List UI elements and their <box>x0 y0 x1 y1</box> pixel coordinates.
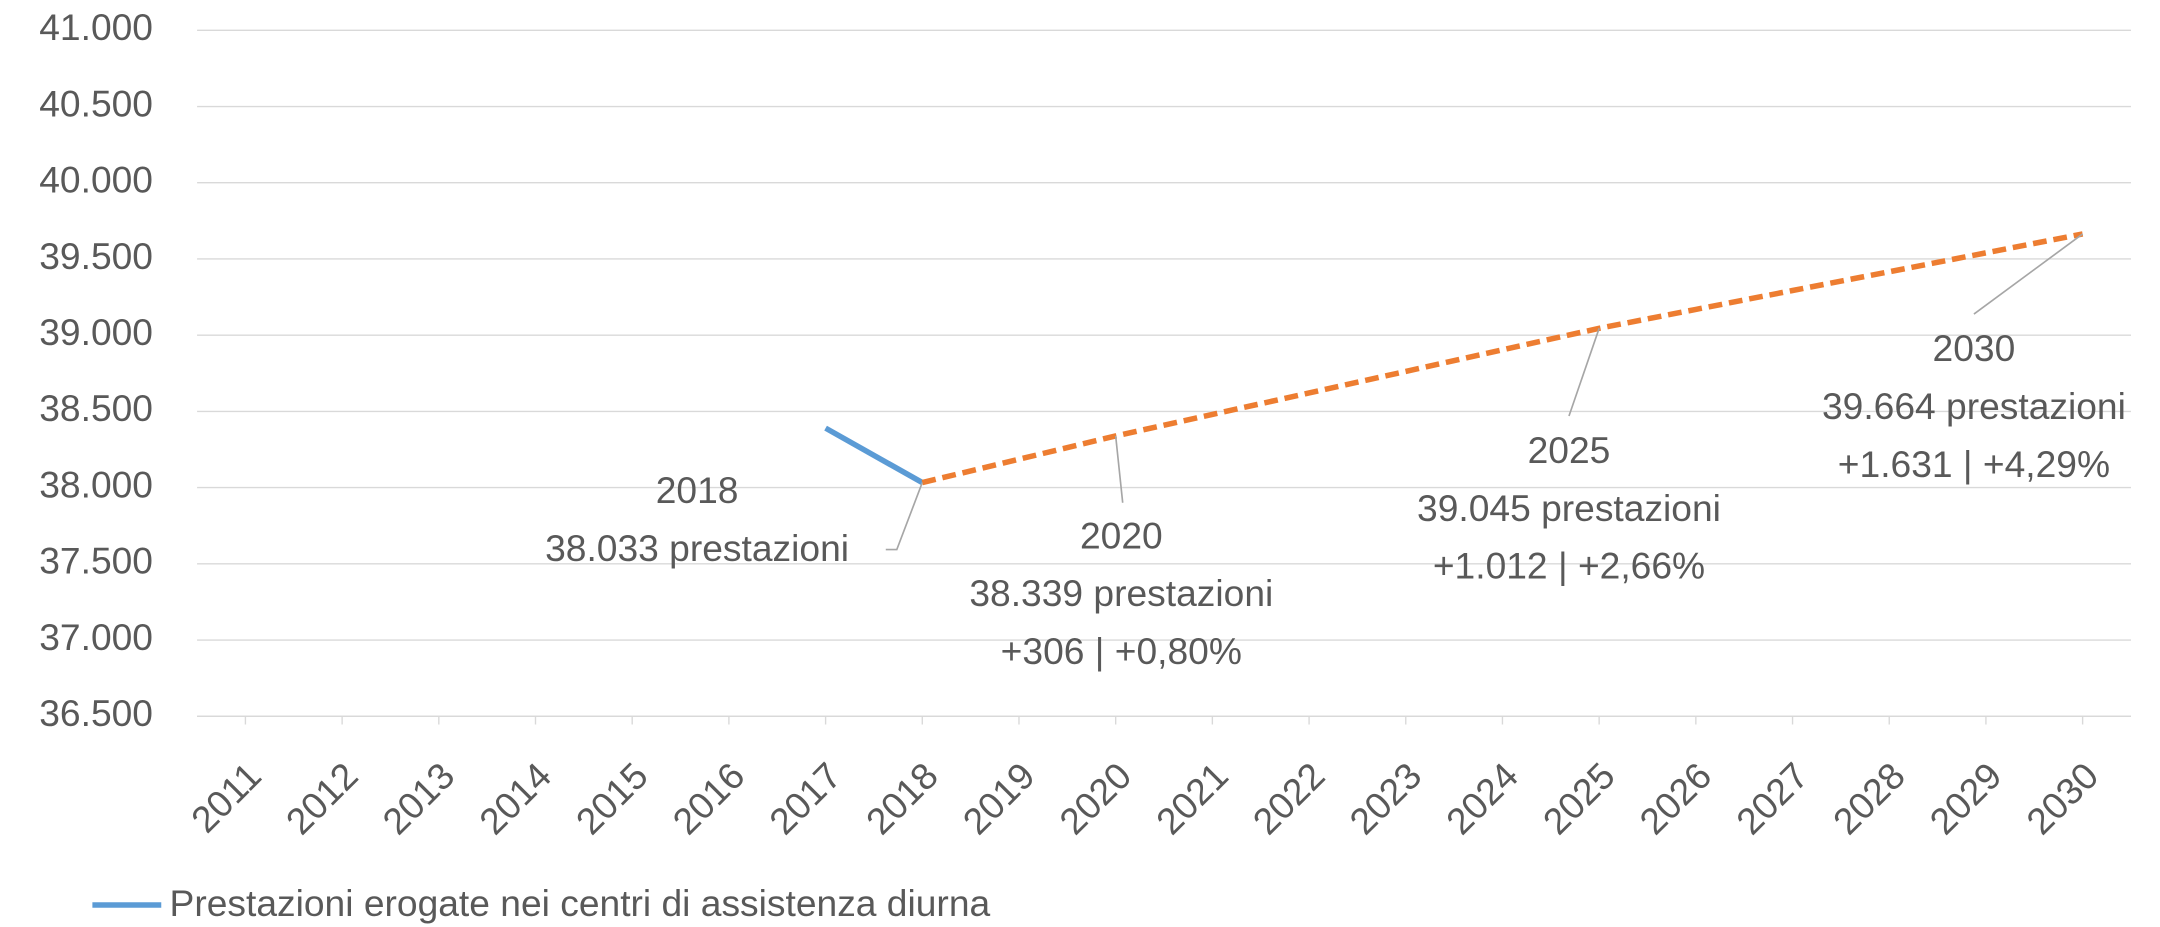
annotation: +1.012 | +2,66% <box>1433 545 1705 587</box>
x-tick-label: 2028 <box>1825 754 1913 842</box>
series-line <box>921 231 2084 486</box>
y-tick-label: 39.000 <box>39 311 153 353</box>
x-tick-label: 2029 <box>1921 754 2009 842</box>
annotation: 2025 <box>1528 429 1611 471</box>
annotation: 2020 <box>1080 514 1163 556</box>
x-tick-label: 2015 <box>568 754 656 842</box>
annotation: 2030 <box>1933 327 2016 369</box>
x-tick-label: 2019 <box>954 754 1042 842</box>
annotation: +1.631 | +4,29% <box>1838 443 2110 485</box>
y-tick-label: 40.500 <box>39 82 153 124</box>
x-tick-label: 2026 <box>1631 754 1719 842</box>
x-tick-label: 2024 <box>1438 754 1526 842</box>
y-tick-label: 38.500 <box>39 387 153 429</box>
x-tick-label: 2012 <box>278 754 366 842</box>
leader-line <box>885 482 924 551</box>
x-tick-label: 2021 <box>1148 754 1236 842</box>
y-tick-label: 38.000 <box>39 463 153 505</box>
annotation: 39.664 prestazioni <box>1822 385 2126 427</box>
x-tick-label: 2011 <box>183 754 269 840</box>
x-tick-label: 2018 <box>858 754 946 842</box>
y-tick-label: 41.000 <box>39 6 153 48</box>
annotation: +306 | +0,80% <box>1001 630 1242 672</box>
x-tick-label: 2023 <box>1341 754 1429 842</box>
x-tick-label: 2016 <box>664 754 752 842</box>
x-tick-label: 2025 <box>1535 754 1623 842</box>
leader-line <box>1973 233 2084 315</box>
x-tick-label: 2020 <box>1051 754 1139 842</box>
y-tick-label: 39.500 <box>39 235 153 277</box>
x-tick-label: 2013 <box>374 754 462 842</box>
y-tick-label: 36.500 <box>39 692 153 734</box>
y-tick-label: 40.000 <box>39 159 153 201</box>
x-tick-label: 2027 <box>1728 754 1816 842</box>
annotation: 39.045 prestazioni <box>1417 487 1721 529</box>
series-line <box>824 425 924 485</box>
annotation: 38.033 prestazioni <box>545 527 849 569</box>
legend-label: Prestazioni erogate nei centri di assist… <box>170 882 991 924</box>
leader-line <box>1568 328 1600 417</box>
y-tick-label: 37.000 <box>39 616 153 658</box>
y-tick-label: 37.500 <box>39 540 153 582</box>
x-tick-label: 2014 <box>471 754 559 842</box>
x-tick-label: 2017 <box>761 754 849 842</box>
x-tick-label: 2030 <box>2018 754 2106 842</box>
annotation: 38.339 prestazioni <box>969 572 1273 614</box>
leader-line <box>1114 435 1124 503</box>
annotation: 2018 <box>656 469 739 511</box>
x-tick-label: 2022 <box>1244 754 1332 842</box>
